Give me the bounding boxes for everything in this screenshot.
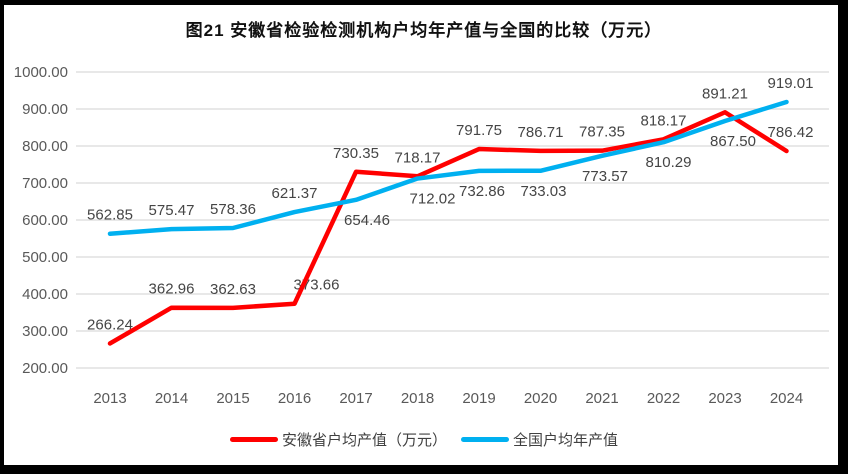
data-label-national-2024: 919.01 bbox=[768, 75, 814, 92]
data-label-anhui-2017: 730.35 bbox=[333, 145, 379, 162]
data-label-national-2015: 578.36 bbox=[210, 201, 256, 218]
x-axis-tick-label: 2019 bbox=[462, 390, 495, 407]
x-axis-tick-label: 2022 bbox=[647, 390, 680, 407]
data-label-national-2023: 867.50 bbox=[710, 133, 756, 150]
data-label-anhui-2013: 266.24 bbox=[87, 316, 133, 333]
legend: 安徽省户均产值（万元） 全国户均年产值 bbox=[0, 429, 848, 450]
legend-item-anhui[interactable]: 安徽省户均产值（万元） bbox=[229, 429, 447, 450]
data-label-national-2017: 654.46 bbox=[344, 212, 390, 229]
data-label-national-2018: 712.02 bbox=[410, 191, 456, 208]
y-axis-tick-label: 700.00 bbox=[22, 175, 68, 192]
frame-border-right bbox=[838, 0, 848, 474]
x-axis-tick-label: 2017 bbox=[339, 390, 372, 407]
legend-label-anhui: 安徽省户均产值（万元） bbox=[281, 432, 447, 449]
frame-border-top bbox=[0, 0, 848, 5]
series-line-national bbox=[107, 99, 789, 236]
y-axis-tick-label: 900.00 bbox=[22, 101, 68, 118]
series-line-anhui bbox=[107, 110, 789, 346]
x-axis-tick-label: 2014 bbox=[155, 390, 188, 407]
data-label-anhui-2015: 362.63 bbox=[210, 281, 256, 298]
y-axis-tick-label: 1000.00 bbox=[14, 64, 68, 81]
y-axis-tick-label: 800.00 bbox=[22, 138, 68, 155]
data-label-anhui-2024: 786.42 bbox=[768, 124, 814, 141]
legend-swatch-national-line bbox=[461, 437, 509, 442]
y-axis-tick-label: 200.00 bbox=[22, 360, 68, 377]
line-chart-canvas: 1000.00 900.00 800.00 700.00 600.00 500.00 400… bbox=[14, 64, 829, 407]
y-axis-tick-label: 500.00 bbox=[22, 249, 68, 266]
x-axis-tick-label: 2018 bbox=[401, 390, 434, 407]
y-axis-tick-label: 300.00 bbox=[22, 323, 68, 340]
legend-label-national: 全国户均年产值 bbox=[513, 432, 619, 449]
y-axis-tick-label: 400.00 bbox=[22, 286, 68, 303]
x-axis-tick-label: 2015 bbox=[216, 390, 249, 407]
x-axis-tick-label: 2016 bbox=[278, 390, 311, 407]
data-label-anhui-2014: 362.96 bbox=[149, 281, 195, 298]
data-label-national-2019: 732.86 bbox=[459, 183, 505, 200]
data-label-anhui-2020: 786.71 bbox=[518, 124, 564, 141]
y-axis-tick-label: 600.00 bbox=[22, 212, 68, 229]
chart-title: 图21 安徽省检验检测机构户均年产值与全国的比较（万元） bbox=[185, 21, 663, 40]
x-axis-tick-label: 2020 bbox=[524, 390, 557, 407]
x-axis-tick-label: 2023 bbox=[708, 390, 741, 407]
frame-border-bottom bbox=[0, 465, 848, 474]
legend-item-national[interactable]: 全国户均年产值 bbox=[461, 429, 618, 450]
data-label-national-2014: 575.47 bbox=[149, 202, 195, 219]
data-label-national-2016: 621.37 bbox=[272, 185, 318, 202]
data-label-national-2022: 810.29 bbox=[646, 154, 692, 171]
data-label-anhui-2023: 891.21 bbox=[702, 85, 748, 102]
data-label-national-2021: 773.57 bbox=[582, 168, 628, 185]
data-label-anhui-2021: 787.35 bbox=[579, 124, 625, 141]
x-axis-tick-label: 2024 bbox=[770, 390, 803, 407]
frame-border-left bbox=[0, 0, 4, 474]
data-label-anhui-2018: 718.17 bbox=[395, 149, 441, 166]
x-axis-tick-label: 2021 bbox=[585, 390, 618, 407]
x-axis-tick-label: 2013 bbox=[93, 390, 126, 407]
data-label-anhui-2022: 818.17 bbox=[641, 112, 687, 129]
data-label-anhui-2019: 791.75 bbox=[456, 122, 502, 139]
legend-swatch-anhui-line bbox=[229, 437, 278, 442]
data-label-national-2013: 562.85 bbox=[87, 207, 133, 224]
data-label-national-2020: 733.03 bbox=[521, 183, 567, 200]
